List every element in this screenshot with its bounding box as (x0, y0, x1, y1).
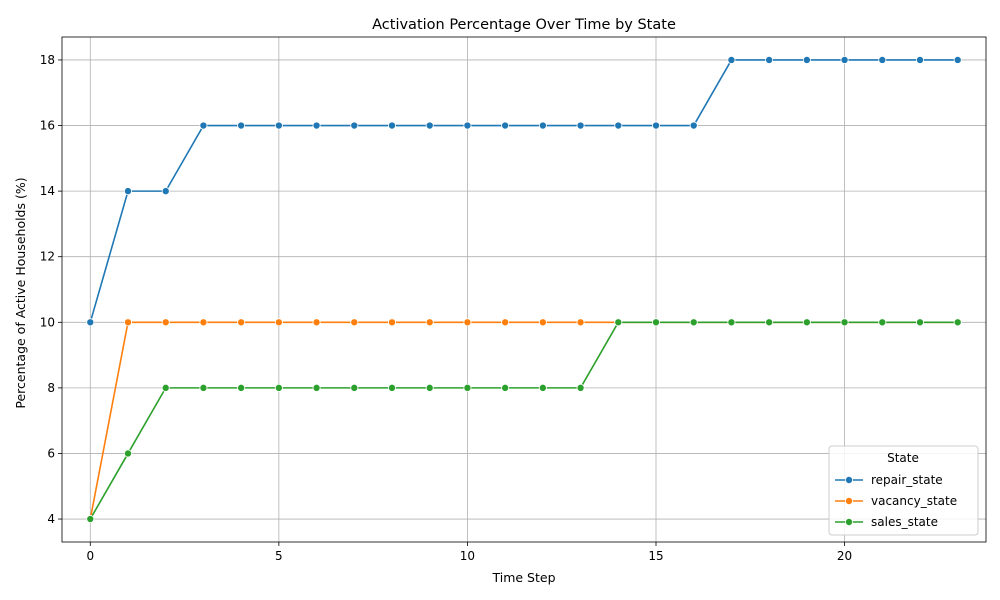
legend-item-repair_state: repair_state (835, 473, 943, 487)
data-point (576, 318, 585, 327)
legend-label: repair_state (871, 473, 943, 487)
y-axis-label: Percentage of Active Households (%) (13, 177, 28, 408)
data-point (727, 55, 736, 64)
data-point (199, 121, 208, 130)
data-point (878, 318, 887, 327)
legend-label: sales_state (871, 515, 938, 529)
data-point (124, 449, 133, 458)
y-axis-ticks: 4 6 8 10 12 14 16 18 (40, 53, 62, 526)
series-sales_state (86, 318, 962, 524)
series-line (89, 59, 958, 323)
data-point (953, 318, 962, 327)
data-point (387, 383, 396, 392)
data-point (689, 318, 698, 327)
data-point (765, 55, 774, 64)
data-point (237, 318, 246, 327)
data-point (237, 121, 246, 130)
data-point (199, 383, 208, 392)
data-point (199, 318, 208, 327)
data-point (350, 318, 359, 327)
x-tick-label: 0 (86, 549, 94, 563)
y-tick-label: 10 (40, 315, 55, 329)
data-point (501, 318, 510, 327)
data-point (501, 383, 510, 392)
y-tick-label: 18 (40, 53, 55, 67)
data-point (274, 383, 283, 392)
legend-box (828, 445, 979, 536)
data-point (614, 121, 623, 130)
y-tick-label: 12 (40, 250, 55, 264)
data-point (425, 318, 434, 327)
data-point (161, 383, 170, 392)
legend-marker (845, 496, 854, 505)
series-repair_state (86, 55, 962, 327)
data-point (953, 55, 962, 64)
data-point (501, 121, 510, 130)
data-point (312, 121, 321, 130)
x-tick-label: 5 (275, 549, 283, 563)
y-tick-label: 16 (40, 119, 55, 133)
x-tick-label: 20 (837, 549, 852, 563)
legend-item-vacancy_state: vacancy_state (835, 494, 957, 508)
data-point (840, 55, 849, 64)
legend: State repair_state vacancy_state sales_sta… (828, 445, 979, 536)
y-tick-label: 4 (47, 512, 55, 526)
data-point (124, 187, 133, 196)
data-point (274, 318, 283, 327)
data-point (425, 383, 434, 392)
data-point (161, 318, 170, 327)
data-point (916, 318, 925, 327)
data-point (652, 318, 661, 327)
data-point (878, 55, 887, 64)
legend-label: vacancy_state (871, 494, 957, 508)
data-point (463, 121, 472, 130)
legend-title: State (887, 451, 919, 465)
y-tick-label: 6 (47, 446, 55, 460)
y-tick-label: 8 (47, 381, 55, 395)
data-point (576, 383, 585, 392)
data-point (312, 383, 321, 392)
data-point (576, 121, 585, 130)
chart-title: Activation Percentage Over Time by State (372, 17, 676, 33)
data-point (387, 318, 396, 327)
data-point (124, 318, 133, 327)
data-point (463, 318, 472, 327)
data-point (387, 121, 396, 130)
data-point (86, 515, 95, 524)
data-point (765, 318, 774, 327)
legend-marker (845, 475, 854, 484)
series-lines (86, 55, 962, 524)
data-point (350, 121, 359, 130)
y-tick-label: 14 (40, 184, 55, 198)
x-tick-label: 10 (460, 549, 475, 563)
legend-marker (845, 518, 854, 527)
data-point (538, 318, 547, 327)
plot-area-frame (61, 36, 987, 543)
data-point (727, 318, 736, 327)
x-axis-ticks: 0 5 10 15 20 (86, 542, 852, 563)
data-point (350, 383, 359, 392)
data-point (614, 318, 623, 327)
legend-item-sales_state: sales_state (835, 515, 938, 529)
data-point (916, 55, 925, 64)
data-point (802, 55, 811, 64)
data-point (538, 121, 547, 130)
data-point (274, 121, 283, 130)
data-point (840, 318, 849, 327)
data-point (538, 383, 547, 392)
series-line (89, 321, 958, 520)
data-point (652, 121, 661, 130)
data-point (463, 383, 472, 392)
data-point (802, 318, 811, 327)
data-point (237, 383, 246, 392)
data-point (86, 318, 95, 327)
data-point (425, 121, 434, 130)
data-point (161, 187, 170, 196)
data-point (689, 121, 698, 130)
x-axis-label: Time Step (491, 570, 555, 585)
x-tick-label: 15 (648, 549, 663, 563)
data-point (312, 318, 321, 327)
